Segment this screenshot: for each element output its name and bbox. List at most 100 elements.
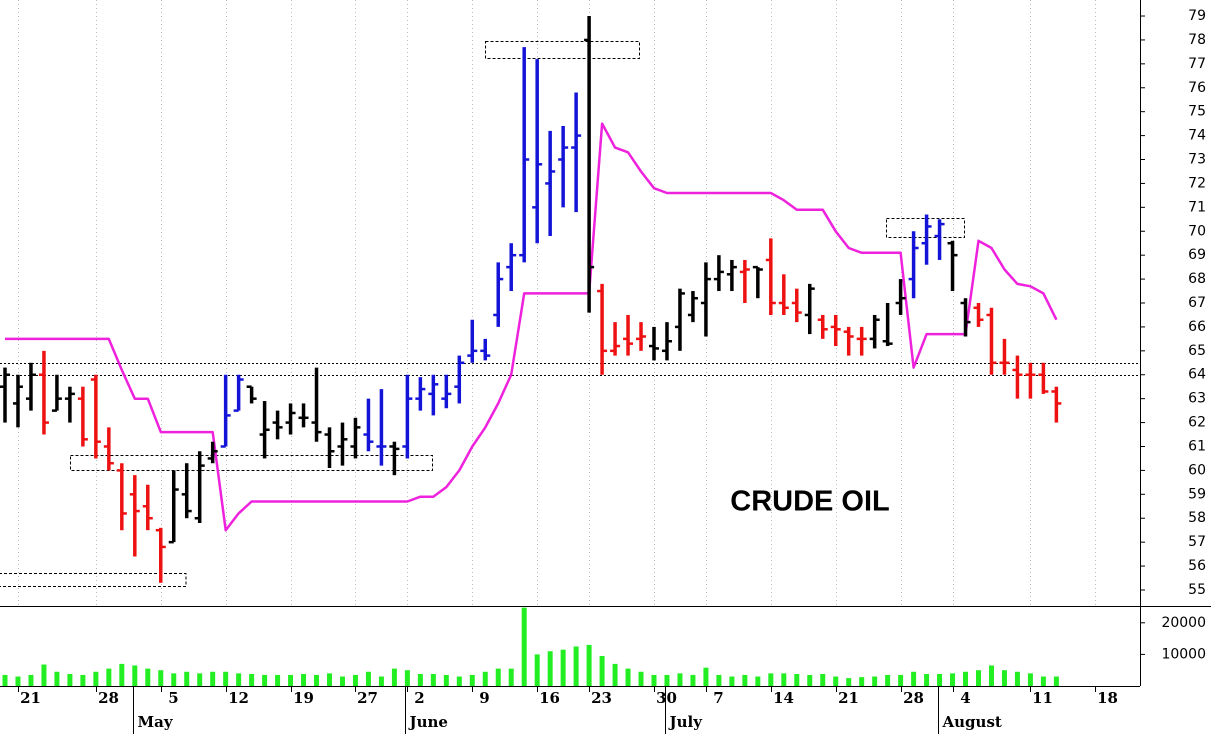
ohlc-bar <box>843 326 854 356</box>
volume-bar <box>1001 670 1007 686</box>
ohlc-bar <box>129 475 140 557</box>
y-tick-label: 76 <box>1188 80 1206 96</box>
volume-bar <box>820 673 826 686</box>
ohlc-bar <box>804 283 815 335</box>
volume-bar <box>145 668 151 686</box>
x-tick-label: 7 <box>713 689 723 707</box>
ohlc-bar <box>921 214 932 265</box>
annotation: CRUDE OIL <box>730 486 890 518</box>
volume-bar <box>1040 676 1046 686</box>
ohlc-bar <box>77 386 88 447</box>
ohlc-bar <box>973 303 984 327</box>
y-tick-label: 60 <box>1188 462 1206 478</box>
volume-bar <box>859 677 865 686</box>
ohlc-bar <box>324 427 335 469</box>
x-tick-label: 23 <box>591 689 612 707</box>
x-tick-label: 11 <box>1032 689 1053 707</box>
ohlc-bar <box>636 322 647 351</box>
volume-bar <box>963 671 969 686</box>
ohlc-bar <box>597 283 608 375</box>
y-tick-label: 67 <box>1188 295 1206 311</box>
ohlc-bar <box>363 398 374 452</box>
volume-bar <box>171 673 177 686</box>
month-label: July <box>668 713 704 731</box>
volume-bar <box>41 664 47 686</box>
y-tick-label: 70 <box>1188 223 1206 239</box>
volume-bar <box>534 654 540 686</box>
ohlc-bar <box>545 130 556 237</box>
ohlc-bar <box>506 243 517 292</box>
ohlc-bar <box>103 427 114 471</box>
ohlc-bar <box>493 262 504 327</box>
y-tick-label: 63 <box>1188 391 1206 407</box>
y-tick-label: 78 <box>1188 32 1206 48</box>
y-tick-label: 66 <box>1188 319 1206 335</box>
ohlc-bar <box>220 374 231 448</box>
ohlc-bar <box>882 303 893 347</box>
volume-bar <box>391 668 397 686</box>
ohlc-bar <box>674 288 685 351</box>
volume-bar <box>1014 671 1020 686</box>
x-tick-label: 21 <box>20 689 41 707</box>
ohlc-bar <box>623 314 634 356</box>
volume-bar <box>236 673 242 686</box>
stop-line <box>5 122 1058 532</box>
ohlc-bar <box>610 322 621 356</box>
volume-tick-label: 10000 <box>1161 646 1206 662</box>
x-tick-label: 16 <box>539 689 560 707</box>
x-tick-label: 30 <box>656 689 677 707</box>
volume-bar <box>2 674 8 686</box>
volume-bar <box>885 674 891 686</box>
ohlc-bar <box>1025 362 1036 399</box>
ohlc-bar <box>298 403 309 428</box>
volume-bar <box>547 651 553 686</box>
month-label: May <box>138 713 174 731</box>
ohlc-bar <box>830 314 841 347</box>
ohlc-bar <box>12 374 23 428</box>
volume-bar <box>755 676 761 686</box>
x-tick-label: 19 <box>293 689 314 707</box>
volume-bar <box>729 676 735 686</box>
ohlc-bar <box>337 422 348 466</box>
volume-bar <box>833 676 839 686</box>
y-tick-label: 64 <box>1188 367 1206 383</box>
ohlc-bar <box>194 451 205 524</box>
volume-bar <box>742 674 748 686</box>
volume-bar <box>352 674 358 686</box>
y-tick-label: 55 <box>1188 582 1206 598</box>
volume-bar <box>249 673 255 686</box>
ohlc-bar <box>272 410 283 440</box>
ohlc-bar <box>960 298 971 337</box>
y-tick-label: 62 <box>1188 415 1206 431</box>
volume-bar <box>872 676 878 686</box>
x-tick-label: 27 <box>357 689 378 707</box>
ohlc-bar <box>116 463 127 531</box>
volume-bar <box>690 674 696 686</box>
volume-bar <box>210 671 216 686</box>
volume-bar <box>314 674 320 686</box>
volume-bar <box>846 678 852 686</box>
ohlc-bar <box>259 401 270 459</box>
volume-bar <box>327 673 332 686</box>
x-tick-label: 21 <box>838 689 859 707</box>
volume-bar <box>15 676 21 686</box>
ohlc-bar <box>584 16 595 313</box>
ohlc-bar <box>207 441 218 464</box>
volume-bar <box>586 644 592 686</box>
ohlc-bar <box>986 307 997 375</box>
ohlc-bar <box>246 385 257 404</box>
ohlc-bar <box>376 389 387 466</box>
ohlc-bar <box>739 259 750 303</box>
volume-bar <box>430 673 436 686</box>
x-tick-label: 5 <box>168 689 178 707</box>
volume-bar <box>93 671 99 686</box>
ohlc-bar <box>791 288 802 323</box>
volume-bar <box>132 665 138 686</box>
ohlc-bar <box>1038 362 1049 394</box>
volume-bar <box>54 671 60 686</box>
volume-bar <box>781 673 787 686</box>
ohlc-bar <box>311 367 322 442</box>
